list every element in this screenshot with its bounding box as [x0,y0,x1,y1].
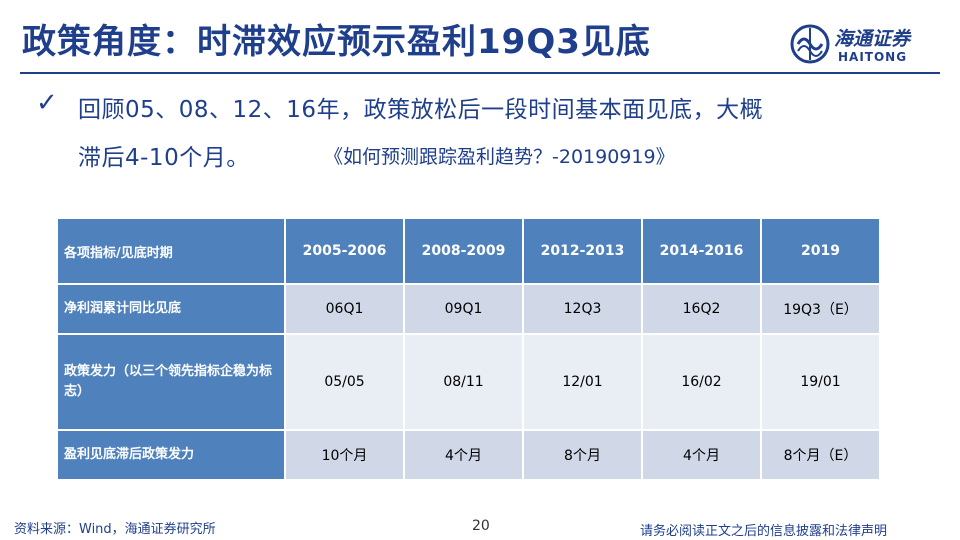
table-cell: 16Q2 [641,282,762,336]
table-cell: 06Q1 [284,282,405,336]
table-corner-header: 各项指标/见底时期 [56,217,286,285]
row-label: 政策发力（以三个领先指标企稳为标志） [56,333,286,431]
table-cell: 4个月 [641,428,762,482]
column-header: 2014-2016 [641,217,762,285]
row-label: 盈利见底滞后政策发力 [56,428,286,482]
bottoming-timeline-table: 各项指标/见底时期 2005-2006 2008-2009 2012-2013 … [56,217,881,482]
table-cell: 16/02 [641,333,762,431]
bullet-text-line1: 回顾05、08、12、16年，政策放松后一段时间基本面见底，大概 [78,97,764,123]
page-title: 政策角度：时滞效应预示盈利19Q3见底 [22,22,651,62]
table-cell: 4个月 [403,428,524,482]
table-cell: 05/05 [284,333,405,431]
table-header-row: 各项指标/见底时期 2005-2006 2008-2009 2012-2013 … [56,217,881,285]
column-header: 2005-2006 [284,217,405,285]
table-row: 盈利见底滞后政策发力 10个月 4个月 8个月 4个月 8个月（E） [56,428,881,482]
column-header: 2008-2009 [403,217,524,285]
logo-name-en: HAITONG [838,50,908,64]
table-cell: 10个月 [284,428,405,482]
haitong-emblem-icon [790,24,830,64]
table-row: 净利润累计同比见底 06Q1 09Q1 12Q3 16Q2 19Q3（E） [56,282,881,336]
company-logo: 海通证券 HAITONG [790,24,940,68]
legal-disclaimer: 请务必阅读正文之后的信息披露和法律声明 [640,524,888,539]
table-row: 政策发力（以三个领先指标企稳为标志） 05/05 08/11 12/01 16/… [56,333,881,431]
table-cell: 12Q3 [522,282,643,336]
check-icon: ✓ [36,88,58,118]
table-cell: 8个月 [522,428,643,482]
column-header: 2019 [760,217,881,285]
table-cell: 8个月（E） [760,428,881,482]
data-source-note: 资料来源：Wind，海通证券研究所 [14,522,216,537]
table-cell: 19/01 [760,333,881,431]
table-cell: 19Q3（E） [760,282,881,336]
row-label: 净利润累计同比见底 [56,282,286,336]
table-cell: 09Q1 [403,282,524,336]
table-cell: 12/01 [522,333,643,431]
column-header: 2012-2013 [522,217,643,285]
report-reference: 《如何预测跟踪盈利趋势？-20190919》 [324,146,675,168]
header-divider [20,72,940,74]
table-cell: 08/11 [403,333,524,431]
page-number: 20 [472,518,490,534]
bullet-text-line2: 滞后4-10个月。 [78,145,250,171]
logo-name-cn: 海通证券 [834,28,911,50]
